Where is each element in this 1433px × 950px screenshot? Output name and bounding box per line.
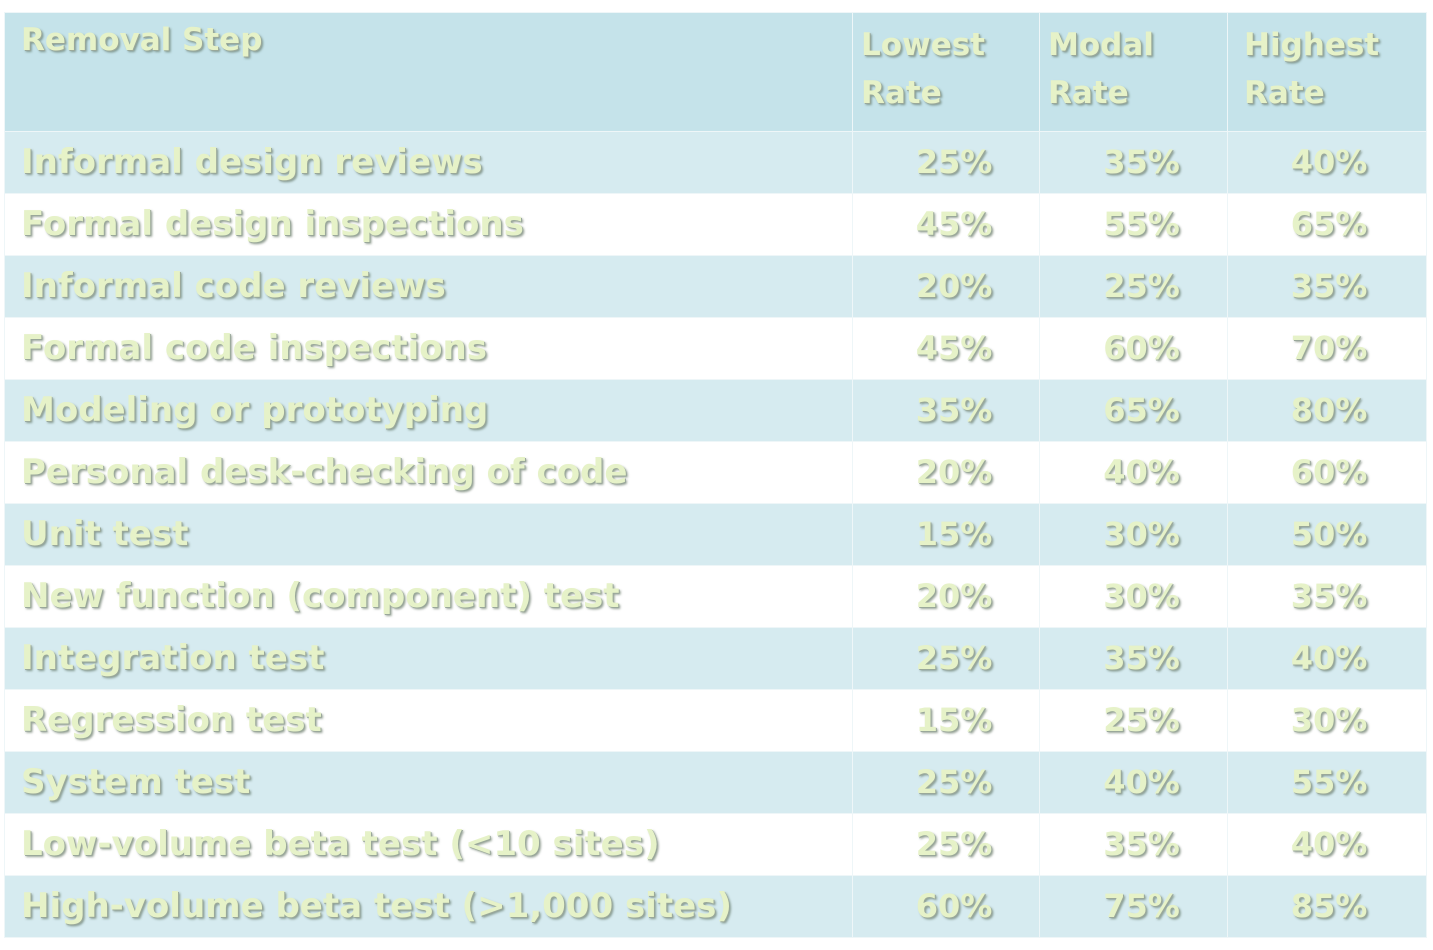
removal-step-cell: System test (4, 751, 853, 814)
highest-rate-cell: 40% (1227, 813, 1427, 876)
modal-rate-cell: 60% (1039, 317, 1228, 380)
lowest-rate-cell: 25% (852, 751, 1040, 814)
removal-step-cell: Unit test (4, 503, 853, 566)
table-row: Unit test 15% 30% 50% (4, 503, 1427, 566)
lowest-rate-cell: 20% (852, 255, 1040, 318)
table-body: Informal design reviews 25% 35% 40% Formal d… (4, 131, 1427, 938)
lowest-rate-cell: 15% (852, 689, 1040, 752)
modal-rate-cell: 35% (1039, 131, 1228, 194)
removal-step-cell: High-volume beta test (>1,000 sites) (4, 875, 853, 938)
header-lowest-rate: Lowest Rate (852, 12, 1040, 132)
removal-step-cell: Informal code reviews (4, 255, 853, 318)
header-modal-rate: Modal Rate (1039, 12, 1228, 132)
table-row: Integration test 25% 35% 40% (4, 627, 1427, 690)
highest-rate-cell: 30% (1227, 689, 1427, 752)
table-row: Low-volume beta test (<10 sites) 25% 35% 40… (4, 813, 1427, 876)
table-row: System test 25% 40% 55% (4, 751, 1427, 814)
removal-step-cell: Formal code inspections (4, 317, 853, 380)
highest-rate-cell: 35% (1227, 255, 1427, 318)
header-modal-line1: Modal (1048, 27, 1154, 63)
modal-rate-cell: 25% (1039, 689, 1228, 752)
removal-step-cell: Integration test (4, 627, 853, 690)
highest-rate-cell: 50% (1227, 503, 1427, 566)
highest-rate-cell: 85% (1227, 875, 1427, 938)
table-row: High-volume beta test (>1,000 sites) 60% 7… (4, 875, 1427, 938)
modal-rate-cell: 30% (1039, 503, 1228, 566)
lowest-rate-cell: 45% (852, 317, 1040, 380)
modal-rate-cell: 40% (1039, 441, 1228, 504)
header-highest-line1: Highest (1244, 27, 1380, 63)
modal-rate-cell: 75% (1039, 875, 1228, 938)
header-modal-line2: Rate (1048, 75, 1129, 111)
removal-step-cell: Modeling or prototyping (4, 379, 853, 442)
defect-removal-table-container: Removal Step Lowest Rate Modal Rate High… (4, 12, 1427, 938)
highest-rate-cell: 70% (1227, 317, 1427, 380)
header-row: Removal Step Lowest Rate Modal Rate High… (4, 12, 1427, 132)
table-header: Removal Step Lowest Rate Modal Rate High… (4, 12, 1427, 132)
modal-rate-cell: 65% (1039, 379, 1228, 442)
table-row: Regression test 15% 25% 30% (4, 689, 1427, 752)
highest-rate-cell: 60% (1227, 441, 1427, 504)
removal-step-cell: Personal desk-checking of code (4, 441, 853, 504)
table-row: Formal code inspections 45% 60% 70% (4, 317, 1427, 380)
table-row: Informal design reviews 25% 35% 40% (4, 131, 1427, 194)
lowest-rate-cell: 45% (852, 193, 1040, 256)
modal-rate-cell: 55% (1039, 193, 1228, 256)
removal-step-cell: Low-volume beta test (<10 sites) (4, 813, 853, 876)
header-highest-rate: Highest Rate (1227, 12, 1427, 132)
lowest-rate-cell: 25% (852, 131, 1040, 194)
header-highest-line2: Rate (1244, 75, 1325, 111)
table-row: Modeling or prototyping 35% 65% 80% (4, 379, 1427, 442)
table-row: Personal desk-checking of code 20% 40% 60% (4, 441, 1427, 504)
highest-rate-cell: 40% (1227, 627, 1427, 690)
lowest-rate-cell: 35% (852, 379, 1040, 442)
lowest-rate-cell: 20% (852, 565, 1040, 628)
removal-step-cell: Informal design reviews (4, 131, 853, 194)
highest-rate-cell: 40% (1227, 131, 1427, 194)
header-lowest-line1: Lowest (861, 27, 985, 63)
highest-rate-cell: 65% (1227, 193, 1427, 256)
modal-rate-cell: 25% (1039, 255, 1228, 318)
removal-step-cell: New function (component) test (4, 565, 853, 628)
highest-rate-cell: 55% (1227, 751, 1427, 814)
defect-removal-table: Removal Step Lowest Rate Modal Rate High… (4, 12, 1427, 938)
lowest-rate-cell: 25% (852, 627, 1040, 690)
modal-rate-cell: 30% (1039, 565, 1228, 628)
table-row: New function (component) test 20% 30% 35% (4, 565, 1427, 628)
table-row: Informal code reviews 20% 25% 35% (4, 255, 1427, 318)
lowest-rate-cell: 25% (852, 813, 1040, 876)
lowest-rate-cell: 20% (852, 441, 1040, 504)
header-removal-step: Removal Step (4, 12, 853, 132)
modal-rate-cell: 35% (1039, 627, 1228, 690)
header-lowest-line2: Rate (861, 75, 942, 111)
modal-rate-cell: 35% (1039, 813, 1228, 876)
table-row: Formal design inspections 45% 55% 65% (4, 193, 1427, 256)
highest-rate-cell: 80% (1227, 379, 1427, 442)
highest-rate-cell: 35% (1227, 565, 1427, 628)
modal-rate-cell: 40% (1039, 751, 1228, 814)
removal-step-cell: Formal design inspections (4, 193, 853, 256)
lowest-rate-cell: 60% (852, 875, 1040, 938)
lowest-rate-cell: 15% (852, 503, 1040, 566)
removal-step-cell: Regression test (4, 689, 853, 752)
header-removal-step-label: Removal Step (21, 22, 263, 58)
